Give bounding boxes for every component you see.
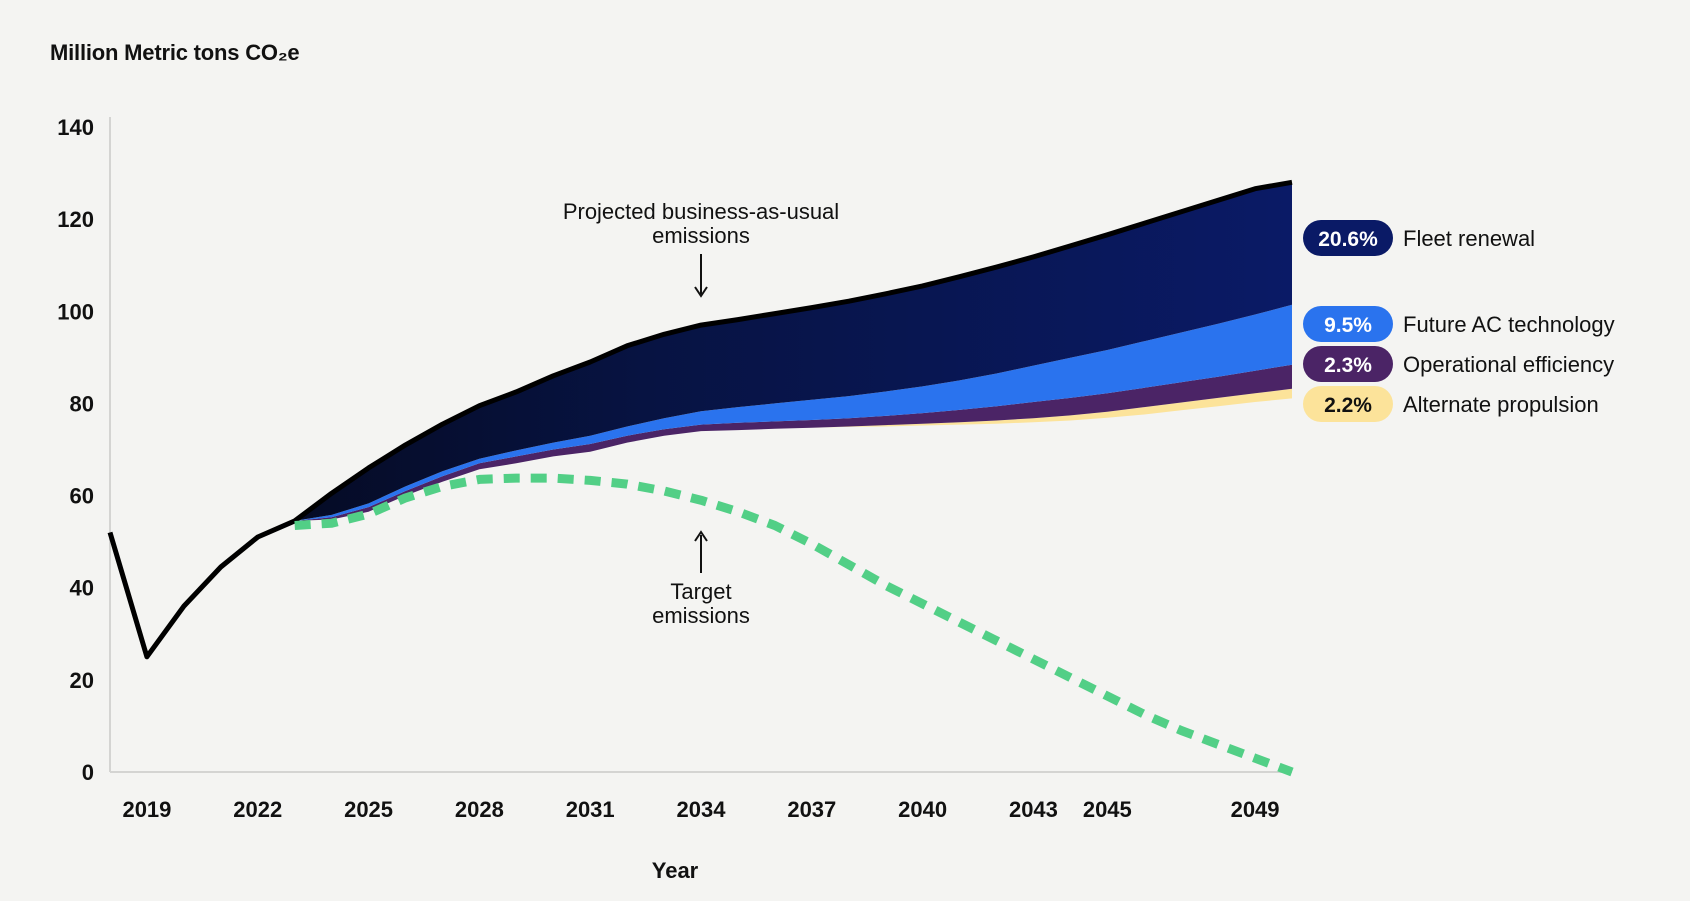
annotation-target-label: Target — [670, 579, 731, 604]
legend-label-future-ac-technology: Future AC technology — [1403, 312, 1615, 337]
annotation-target-arrowhead — [694, 530, 708, 542]
legend-pct-future-ac-technology: 9.5% — [1324, 314, 1372, 337]
x-tick-label: 2031 — [566, 797, 615, 822]
y-axis-title: Million Metric tons CO₂e — [50, 40, 300, 65]
annotation-bau-label: emissions — [652, 223, 750, 248]
y-tick-label: 100 — [57, 299, 94, 324]
y-tick-label: 60 — [70, 484, 94, 509]
legend-pct-alternate-propulsion: 2.2% — [1324, 394, 1372, 417]
x-tick-label: 2022 — [233, 797, 282, 822]
annotation-bau-arrowhead — [694, 286, 708, 298]
y-tick-label: 0 — [82, 760, 94, 785]
x-tick-label: 2045 — [1083, 797, 1132, 822]
x-tick-label: 2019 — [122, 797, 171, 822]
x-tick-label: 2040 — [898, 797, 947, 822]
target-emissions-line — [294, 473, 1294, 777]
legend-pill-fleet-renewal — [1303, 220, 1393, 256]
y-tick-label: 140 — [57, 115, 94, 140]
band-operational-efficiency — [294, 364, 1292, 521]
x-tick-label: 2025 — [344, 797, 393, 822]
x-tick-label: 2028 — [455, 797, 504, 822]
legend-pill-future-ac-technology — [1303, 306, 1393, 342]
legend-pill-operational-efficiency — [1303, 346, 1393, 382]
x-axis-title: Year — [651, 858, 699, 883]
band-fleet-renewal — [294, 182, 1292, 521]
legend-label-alternate-propulsion: Alternate propulsion — [1403, 392, 1599, 417]
legend-pct-operational-efficiency: 2.3% — [1324, 354, 1372, 377]
legend-pill-alternate-propulsion — [1303, 386, 1393, 422]
legend-label-fleet-renewal: Fleet renewal — [1403, 226, 1535, 251]
y-tick-label: 40 — [70, 576, 94, 601]
y-tick-label: 20 — [70, 668, 94, 693]
x-tick-label: 2034 — [677, 797, 727, 822]
x-tick-label: 2043 — [1009, 797, 1058, 822]
y-tick-label: 120 — [57, 207, 94, 232]
band-future-ac-technology — [294, 304, 1292, 521]
annotation-bau-label: Projected business-as-usual — [563, 199, 839, 224]
x-tick-label: 2037 — [787, 797, 836, 822]
x-tick-label: 2049 — [1231, 797, 1280, 822]
annotation-target-label: emissions — [652, 603, 750, 628]
band-alternate-propulsion — [294, 388, 1292, 521]
legend-pct-fleet-renewal: 20.6% — [1318, 228, 1378, 251]
y-tick-label: 80 — [70, 391, 94, 416]
legend-label-operational-efficiency: Operational efficiency — [1403, 352, 1614, 377]
bau-emissions-line — [107, 179, 1293, 660]
